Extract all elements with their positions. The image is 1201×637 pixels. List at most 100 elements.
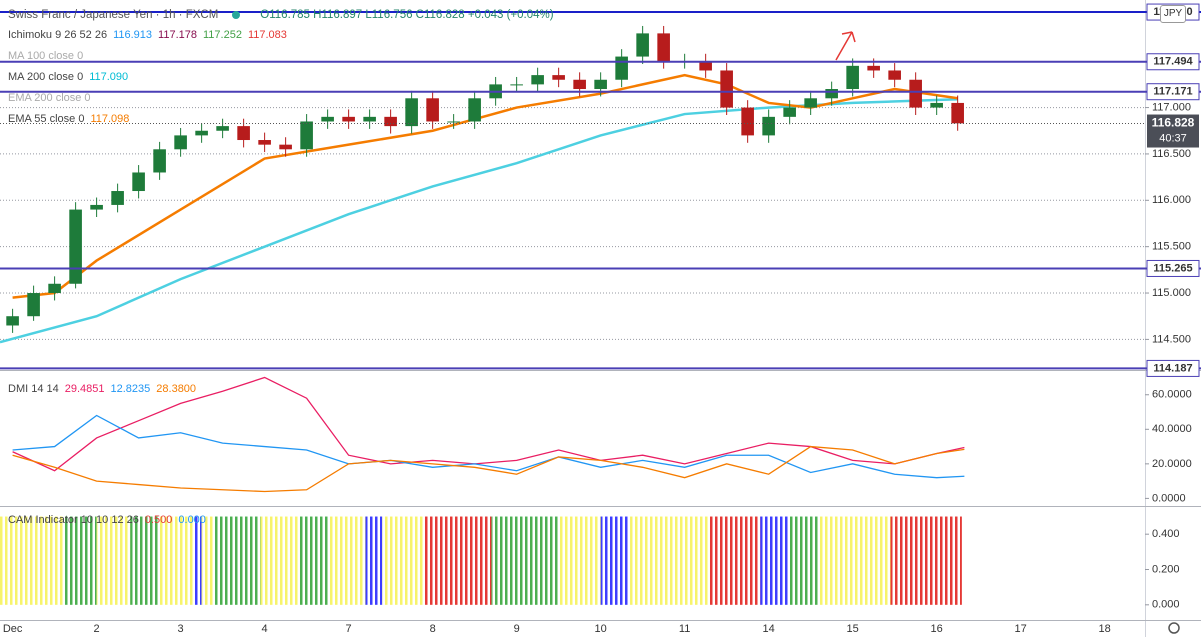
cam-bars — [298, 516, 328, 605]
indicator-label: Ichimoku 9 26 52 26 — [8, 29, 108, 41]
candle-body — [69, 209, 82, 284]
pane-title: CAM Indicator 10 10 12 26 — [8, 514, 139, 526]
y-tick-label: 115.500 — [1152, 241, 1191, 253]
x-tick-label: 16 — [931, 623, 943, 635]
cam-bars — [130, 516, 160, 605]
cam-bars — [0, 516, 64, 605]
candle-body — [153, 149, 166, 173]
x-tick-label: 7 — [346, 623, 352, 635]
indicator-legend: Ichimoku 9 26 52 26 116.913 117.178 117.252… — [8, 25, 293, 130]
indicator-row[interactable]: EMA 55 close 0 117.098 — [8, 109, 293, 130]
x-tick-label: 15 — [847, 623, 859, 635]
indicator-label: MA 100 close 0 — [8, 50, 84, 62]
candle-body — [615, 56, 628, 80]
candle-body — [216, 126, 229, 131]
candle-body — [27, 293, 40, 317]
candle-body — [258, 140, 271, 145]
cam-bars — [214, 516, 261, 605]
candle-body — [909, 79, 922, 108]
cam-bars — [260, 516, 299, 605]
indicator-value: 116.913 — [113, 29, 153, 41]
candle-body — [426, 98, 439, 122]
candle-body — [783, 107, 796, 117]
indicator-label: MA 200 close 0 — [8, 71, 84, 83]
x-tick-label: 14 — [763, 623, 775, 635]
cam-bars — [819, 516, 891, 605]
candle-body — [90, 204, 103, 210]
x-tick-label: 9 — [514, 623, 520, 635]
y-tick-label: 0.400 — [1152, 528, 1180, 540]
candle-body — [636, 33, 649, 57]
x-tick-label: 11 — [679, 623, 690, 635]
y-tick-label: 0.0000 — [1152, 492, 1186, 504]
cam-bars — [96, 516, 131, 605]
last-price-label: 116.828 — [1152, 116, 1195, 130]
x-tick-label: 2 — [94, 623, 100, 635]
symbol-header: Swiss Franc / Japanese Yen · 1h · FXCM O1… — [8, 5, 560, 26]
dmi-line — [12, 445, 965, 493]
cam-legend: CAM Indicator 10 10 12 26 0.500 0.000 — [8, 510, 212, 531]
indicator-row[interactable]: Ichimoku 9 26 52 26 116.913 117.178 117.252… — [8, 25, 293, 46]
indicator-label: EMA 55 close 0 — [8, 113, 85, 125]
candle-body — [825, 89, 838, 99]
legend-value: 0.000 — [178, 514, 206, 526]
indicator-label: EMA 200 close 0 — [8, 92, 91, 104]
currency-badge[interactable]: JPY — [1160, 5, 1186, 23]
y-tick-label: 0.000 — [1152, 599, 1180, 611]
candle-body — [447, 121, 460, 123]
cam-bars — [558, 516, 601, 605]
moving-average — [0, 97, 958, 344]
gear[interactable] — [1168, 622, 1180, 634]
level-label-box — [1146, 259, 1200, 277]
level-label: 117.171 — [1153, 86, 1192, 98]
x-tick-label: 3 — [178, 623, 184, 635]
candle-body — [111, 191, 124, 205]
level-label-box — [1146, 53, 1200, 71]
pane-title: DMI 14 14 — [8, 383, 59, 395]
candle-body — [699, 61, 712, 71]
cam-bars — [890, 516, 962, 605]
legend-value: 0.500 — [144, 514, 173, 526]
candle-body — [510, 84, 523, 86]
indicator-value: 117.098 — [90, 113, 130, 125]
level-label: 117.494 — [1153, 56, 1193, 68]
candle-body — [846, 65, 859, 90]
status-dot — [232, 11, 241, 19]
y-tick-label: 115.000 — [1152, 287, 1191, 299]
candle-body — [48, 283, 61, 294]
candle-body — [552, 75, 565, 80]
cam-bars — [760, 516, 790, 605]
level-label: 114.187 — [1153, 362, 1192, 374]
candle-body — [951, 102, 964, 124]
candle-body — [279, 144, 292, 150]
indicator-row[interactable]: MA 200 close 0 117.090 — [8, 67, 293, 88]
y-tick-label: 20.0000 — [1152, 458, 1192, 470]
indicator-row[interactable]: EMA 200 close 0 — [8, 88, 293, 109]
candle-body — [531, 75, 544, 85]
indicator-row[interactable]: MA 100 close 0 — [8, 46, 293, 67]
candle-body — [804, 98, 817, 108]
candle-body — [762, 116, 775, 136]
level-label-box — [1146, 83, 1200, 101]
last-price-box — [1147, 114, 1199, 148]
cam-bars — [365, 516, 383, 605]
candle-body — [741, 107, 754, 136]
cam-bars — [327, 516, 366, 605]
candle-body — [573, 79, 586, 90]
cam-bars — [709, 516, 761, 605]
dmi-line — [12, 376, 965, 472]
x-tick-label: 18 — [1099, 623, 1111, 635]
y-tick-label: 114.500 — [1152, 333, 1191, 345]
y-tick-label: 117.000 — [1152, 101, 1191, 113]
candle-body — [342, 116, 355, 122]
indicator-value: 117.090 — [89, 71, 129, 83]
cam-bars — [63, 516, 97, 605]
countdown: 40:37 — [1159, 132, 1187, 144]
settings-icon[interactable] — [1168, 622, 1180, 634]
arrow-annotation — [835, 31, 856, 61]
cam-bars — [789, 516, 820, 605]
candle-body — [174, 135, 187, 150]
candle-body — [594, 79, 607, 90]
